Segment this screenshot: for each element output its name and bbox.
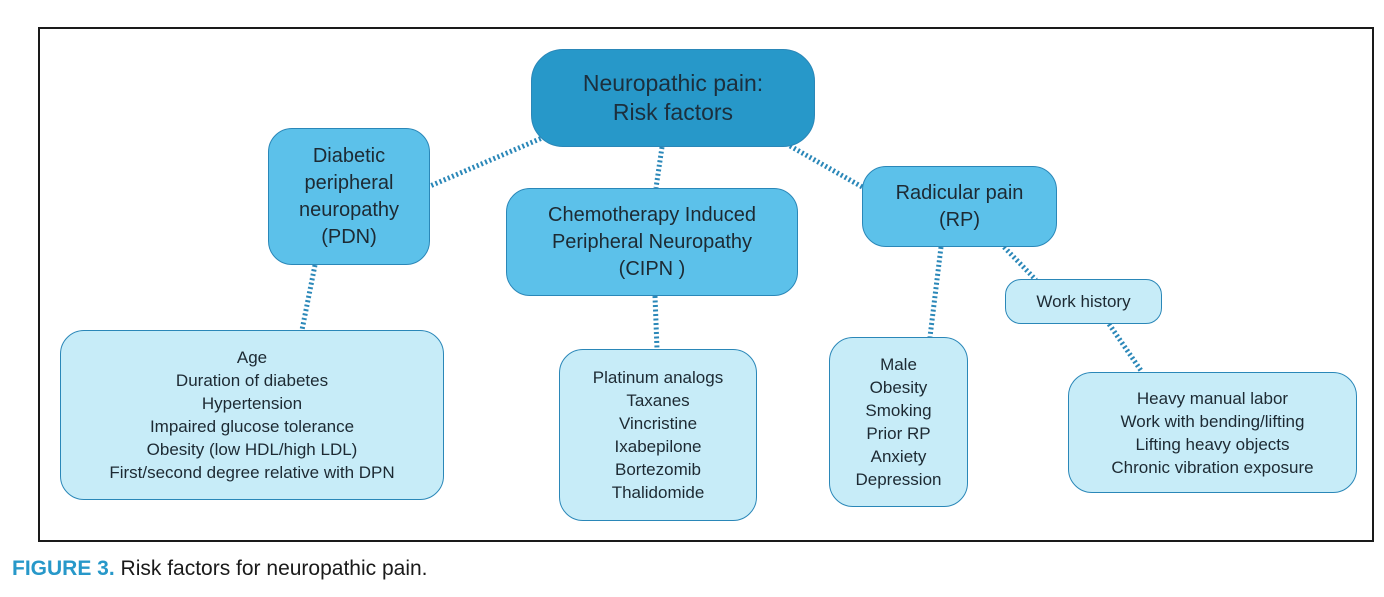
root-line: Risk factors [612,99,734,125]
connector-pdn-leaf [299,264,318,331]
root-line: Neuropathic pain: [582,70,764,96]
rp-title-line: Radicular pain [895,181,1024,204]
cipn-factor: Thalidomide [611,483,705,502]
pdn-factor: Age [236,348,268,367]
pdn-title-line: Diabetic [312,144,386,167]
pdn-node: Diabetic peripheral neuropathy (PDN) [268,128,430,265]
rp-title-line: (RP) [938,208,981,231]
work-history-node: Work history [1005,279,1162,324]
pdn-factor: First/second degree relative with DPN [109,463,395,482]
pdn-factor: Hypertension [201,394,303,413]
caption-text: Risk factors for neuropathic pain. [114,557,428,580]
pdn-title-line: (PDN) [321,225,377,248]
rp-factor: Smoking [865,401,932,420]
connector-rp-work [1002,245,1038,282]
root-node: Neuropathic pain: Risk factors [531,49,815,147]
connector-rp-leaf [927,246,944,338]
connector-root-rp [788,143,866,191]
pdn-title-line: peripheral [304,171,394,194]
rp-factor: Prior RP [866,424,931,443]
pdn-factor: Impaired glucose tolerance [149,417,355,436]
cipn-factor: Bortezomib [615,460,701,479]
rp-factor: Obesity [869,378,928,397]
cipn-node: Chemotherapy Induced Peripheral Neuropat… [506,188,798,296]
pdn-factor: Duration of diabetes [175,371,329,390]
work-factor: Chronic vibration exposure [1111,457,1314,477]
connector-work-leaf [1106,322,1145,374]
work-history-label: Work history [1036,291,1131,311]
figure-caption: FIGURE 3. Risk factors for neuropathic p… [12,557,428,581]
cipn-factor: Ixabepilone [614,437,702,456]
rp-factor: Male [880,355,917,374]
work-factor: Lifting heavy objects [1135,434,1290,454]
connector-cipn-leaf [652,295,660,350]
rp-factor: Anxiety [870,447,927,466]
cipn-factor: Taxanes [626,391,690,410]
cipn-title-line: Chemotherapy Induced [548,203,756,226]
pdn-factor: Obesity (low HDL/high LDL) [146,440,358,459]
figure-frame [38,27,1374,542]
connector-root-pdn [429,132,550,189]
cipn-title-line: Peripheral Neuropathy [551,230,753,253]
work-factor: Heavy manual labor [1136,388,1289,408]
pdn-factors-box: Age Duration of diabetes Hypertension Im… [60,330,444,500]
cipn-factor: Vincristine [618,414,698,433]
work-history-factors-box: Heavy manual labor Work with bending/lif… [1068,372,1357,493]
pdn-title-line: neuropathy [298,198,400,221]
cipn-factors-box: Platinum analogs Taxanes Vincristine Ixa… [559,349,757,521]
rp-factor: Depression [855,470,942,489]
cipn-title-line: (CIPN ) [618,257,686,280]
work-factor: Work with bending/lifting [1120,411,1305,431]
connector-root-cipn [653,146,665,189]
cipn-factor: Platinum analogs [592,368,724,387]
figure-label: FIGURE 3. [12,557,115,580]
rp-factors-box: Male Obesity Smoking Prior RP Anxiety De… [829,337,968,507]
rp-node: Radicular pain (RP) [862,166,1057,247]
